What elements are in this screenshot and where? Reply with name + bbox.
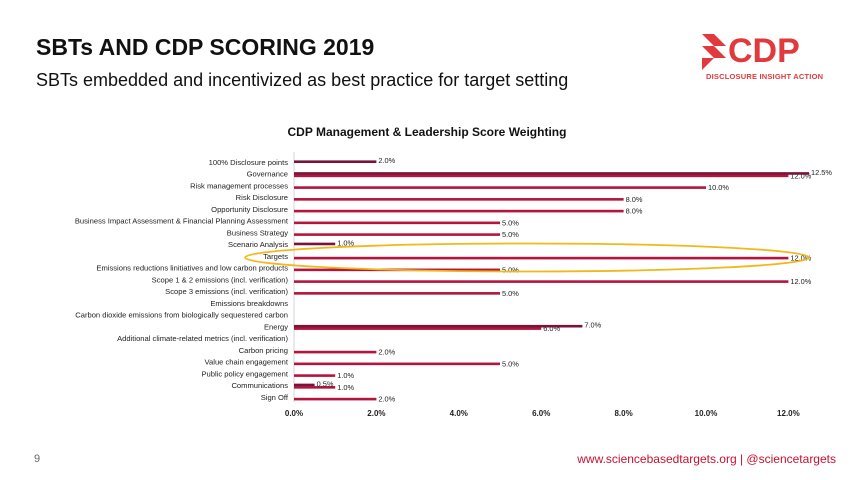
bar bbox=[294, 198, 624, 201]
data-label: 6.0% bbox=[543, 324, 560, 333]
footer-link[interactable]: www.sciencebasedtargets.org | @scienceta… bbox=[577, 452, 836, 466]
category-label: Additional climate-related metrics (incl… bbox=[117, 334, 288, 343]
category-label: Targets bbox=[263, 252, 288, 261]
data-label: 2.0% bbox=[378, 348, 395, 357]
data-label: 5.0% bbox=[502, 359, 519, 368]
category-label: Scenario Analysis bbox=[228, 240, 288, 249]
bar bbox=[294, 386, 336, 389]
bar bbox=[294, 233, 500, 236]
data-label: 8.0% bbox=[626, 195, 643, 204]
data-label: 2.0% bbox=[378, 395, 395, 404]
bar bbox=[294, 397, 377, 401]
x-tick-label: 10.0% bbox=[695, 409, 718, 418]
cdp-logo-icon bbox=[702, 34, 726, 70]
category-label: Business Impact Assessment & Financial P… bbox=[75, 217, 289, 226]
category-label: Opportunity Disclosure bbox=[211, 205, 288, 214]
data-label: 10.0% bbox=[708, 183, 729, 192]
x-tick-label: 12.0% bbox=[777, 409, 800, 418]
x-tick-label: 0.0% bbox=[285, 409, 303, 418]
x-tick-label: 4.0% bbox=[450, 409, 468, 418]
bar bbox=[294, 324, 583, 328]
x-tick-label: 8.0% bbox=[614, 409, 632, 418]
data-label: 1.0% bbox=[337, 371, 354, 380]
bar bbox=[294, 374, 336, 377]
bar bbox=[294, 362, 500, 366]
category-label: Value chain engagement bbox=[205, 358, 289, 367]
bar bbox=[294, 221, 500, 225]
data-label: 2.0% bbox=[378, 156, 395, 165]
data-label: 7.0% bbox=[584, 321, 601, 330]
category-label: Emissions breakdowns bbox=[210, 299, 288, 308]
category-label: Risk Disclosure bbox=[236, 193, 288, 202]
bar bbox=[294, 209, 624, 213]
category-label: Sign Off bbox=[261, 393, 289, 402]
category-label: Emissions reductions linitiatives and lo… bbox=[96, 264, 288, 273]
data-label: 5.0% bbox=[502, 289, 519, 298]
data-label: 5.0% bbox=[502, 230, 519, 239]
data-label: 5.0% bbox=[502, 218, 519, 227]
bar bbox=[294, 174, 789, 178]
category-label: Governance bbox=[247, 170, 288, 179]
bar bbox=[294, 160, 377, 163]
data-label: 0.5% bbox=[317, 379, 334, 388]
category-label: Carbon dioxide emissions from biological… bbox=[75, 311, 288, 320]
highlight-ellipse bbox=[244, 242, 810, 273]
bar bbox=[294, 383, 315, 387]
data-label: 1.0% bbox=[337, 383, 354, 392]
category-label: Carbon pricing bbox=[239, 346, 288, 355]
bar bbox=[294, 350, 377, 354]
bar bbox=[294, 327, 542, 330]
bar-chart: 100% Disclosure points 2.0% Governance 12.0… bbox=[75, 152, 832, 418]
category-label: Energy bbox=[264, 322, 288, 331]
category-label: Scope 3 emissions (incl. verification) bbox=[165, 287, 288, 296]
category-label: Scope 1 & 2 emissions (incl. verificatio… bbox=[152, 275, 289, 284]
data-label: 12.5% bbox=[811, 168, 832, 177]
bar bbox=[294, 292, 500, 295]
bar bbox=[294, 186, 706, 189]
page-number: 9 bbox=[34, 453, 41, 465]
bar bbox=[294, 280, 789, 283]
data-label: 8.0% bbox=[626, 207, 643, 216]
logo-wordmark: CDP bbox=[728, 32, 800, 70]
bar bbox=[294, 172, 809, 175]
slide-title: SBTs AND CDP SCORING 2019 bbox=[36, 34, 375, 60]
data-label: 12.0% bbox=[790, 254, 811, 263]
slide-subtitle: SBTs embedded and incentivized as best p… bbox=[36, 70, 569, 90]
bar bbox=[294, 242, 336, 246]
x-tick-label: 2.0% bbox=[367, 409, 385, 418]
data-label: 12.0% bbox=[790, 277, 811, 286]
bar bbox=[294, 256, 789, 260]
category-label: Communications bbox=[231, 381, 288, 390]
data-label: 1.0% bbox=[337, 238, 354, 247]
category-label: Business Strategy bbox=[227, 228, 288, 237]
data-label: 5.0% bbox=[502, 265, 519, 274]
category-label: Public policy engagement bbox=[201, 369, 288, 378]
category-label: 100% Disclosure points bbox=[209, 158, 289, 167]
chart-title: CDP Management & Leadership Score Weight… bbox=[287, 125, 567, 139]
category-label: Risk management processes bbox=[190, 181, 288, 190]
data-label: 12.0% bbox=[790, 171, 811, 180]
logo-tagline: DISCLOSURE INSIGHT ACTION bbox=[706, 72, 824, 81]
x-tick-label: 6.0% bbox=[532, 409, 550, 418]
